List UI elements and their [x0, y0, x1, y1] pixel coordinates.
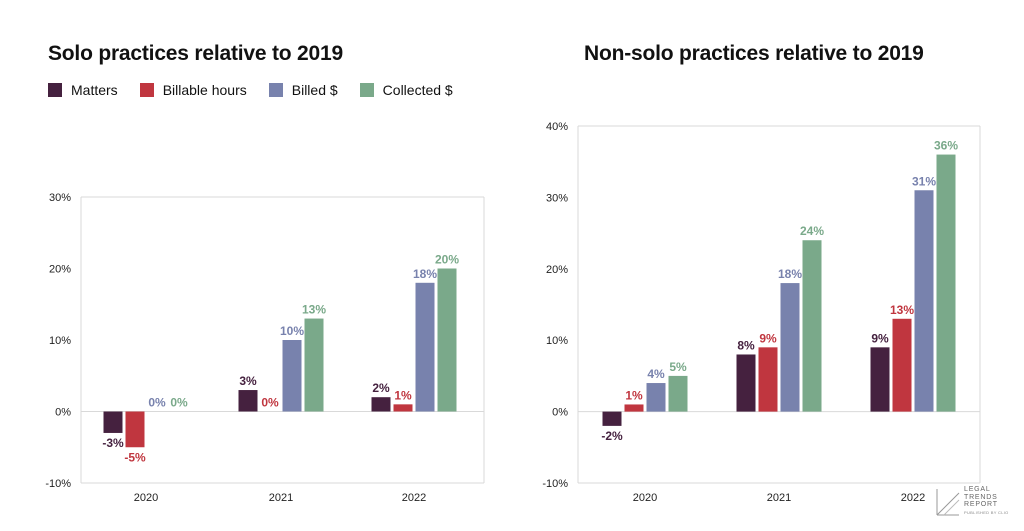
solo-data-label-billable-hours: 1%	[394, 388, 412, 402]
left-chart-title: Solo practices relative to 2019	[48, 42, 343, 65]
logo-mark-icon	[936, 489, 960, 516]
nonsolo-bar-billable-hours	[892, 318, 912, 412]
nonsolo-y-tick-label: 10%	[546, 335, 568, 347]
solo-y-tick-label: 10%	[49, 335, 71, 347]
solo-data-label-billed: 0%	[148, 396, 166, 410]
nonsolo-data-label-matters: 9%	[871, 331, 889, 345]
nonsolo-data-label-collected: 36%	[934, 139, 958, 153]
nonsolo-bar-matters	[870, 347, 890, 412]
nonsolo-bar-billed	[914, 190, 934, 412]
solo-x-tick-label: 2022	[402, 492, 426, 504]
nonsolo-x-tick-label: 2020	[633, 492, 657, 504]
solo-data-label-collected: 13%	[302, 303, 326, 317]
logo-subtitle: PUBLISHED BY CLIO	[964, 509, 1009, 515]
legend-swatch-billable-hours	[139, 83, 154, 97]
solo-data-label-matters: 2%	[372, 381, 390, 395]
nonsolo-data-label-billable-hours: 1%	[625, 388, 643, 402]
nonsolo-data-label-matters: 8%	[737, 338, 755, 352]
solo-bar-matters	[238, 390, 258, 412]
solo-bar-billed	[415, 282, 435, 412]
solo-x-tick-label: 2021	[269, 492, 293, 504]
legend: Matters Billable hours Billed $ Collecte…	[48, 82, 475, 98]
legend-swatch-billed	[268, 83, 283, 97]
solo-y-tick-label: 0%	[55, 407, 71, 419]
nonsolo-y-tick-label: 0%	[552, 407, 568, 419]
solo-y-tick-label: 20%	[49, 264, 71, 276]
nonsolo-data-label-collected: 5%	[669, 360, 687, 374]
legend-label-billable-hours: Billable hours	[162, 82, 247, 98]
solo-data-label-billable-hours: -5%	[124, 450, 146, 464]
nonsolo-y-tick-label: 40%	[546, 121, 568, 133]
legend-item-billed: Billed $	[268, 82, 338, 98]
solo-data-label-billed: 10%	[280, 324, 304, 338]
nonsolo-bar-billable-hours	[624, 404, 644, 412]
legend-label-collected: Collected $	[382, 82, 453, 98]
legend-item-collected: Collected $	[359, 82, 453, 98]
solo-bar-billable-hours	[125, 411, 145, 448]
nonsolo-bar-collected	[668, 375, 688, 412]
legend-swatch-matters	[48, 83, 62, 97]
legal-trends-report-logo: LEGAL TRENDS REPORT PUBLISHED BY CLIO	[936, 486, 1009, 516]
nonsolo-data-label-collected: 24%	[800, 224, 824, 238]
legend-label-billed: Billed $	[291, 82, 338, 98]
nonsolo-y-tick-label: 30%	[546, 192, 568, 204]
solo-data-label-collected: 0%	[170, 396, 188, 410]
nonsolo-bar-matters	[736, 354, 756, 412]
nonsolo-x-tick-label: 2022	[901, 492, 925, 504]
nonsolo-bar-billed	[780, 283, 800, 412]
solo-y-tick-label: -10%	[45, 478, 71, 490]
solo-bar-collected	[437, 268, 457, 412]
nonsolo-data-label-billed: 31%	[912, 174, 936, 188]
nonsolo-bar-billed	[646, 383, 666, 412]
nonsolo-data-label-billable-hours: 13%	[890, 303, 914, 317]
nonsolo-bar-matters	[602, 411, 622, 426]
legend-label-matters: Matters	[71, 82, 118, 98]
solo-data-label-collected: 20%	[435, 253, 459, 267]
solo-bar-collected	[304, 318, 324, 412]
legend-item-matters: Matters	[48, 82, 118, 98]
solo-x-tick-label: 2020	[134, 492, 158, 504]
solo-data-label-billed: 18%	[413, 267, 437, 281]
logo-line-1: LEGAL	[964, 486, 991, 493]
nonsolo-data-label-billed: 18%	[778, 267, 802, 281]
logo-text: LEGAL TRENDS REPORT PUBLISHED BY CLIO	[964, 486, 1009, 516]
solo-data-label-matters: 3%	[239, 374, 257, 388]
solo-data-label-billable-hours: 0%	[261, 396, 279, 410]
logo-line-2: TRENDS	[964, 493, 998, 501]
logo-line-3: REPORT	[964, 501, 998, 508]
solo-bar-billable-hours	[393, 404, 413, 412]
solo-data-label-matters: -3%	[102, 436, 124, 450]
nonsolo-bar-collected	[802, 240, 822, 412]
nonsolo-bar-collected	[936, 154, 956, 412]
solo-bar-billed	[282, 340, 302, 412]
solo-bar-matters	[371, 397, 391, 412]
right-chart-title: Non-solo practices relative to 2019	[584, 42, 924, 65]
nonsolo-data-label-billed: 4%	[647, 367, 665, 381]
solo-bar-matters	[103, 411, 123, 433]
nonsolo-bar-billable-hours	[758, 347, 778, 412]
nonsolo-x-tick-label: 2021	[767, 492, 791, 504]
nonsolo-y-tick-label: 20%	[546, 264, 568, 276]
legend-item-billable-hours: Billable hours	[139, 82, 247, 98]
nonsolo-data-label-matters: -2%	[601, 429, 623, 443]
nonsolo-data-label-billable-hours: 9%	[759, 331, 777, 345]
legend-swatch-collected	[359, 83, 374, 97]
nonsolo-y-tick-label: -10%	[542, 478, 568, 490]
solo-y-tick-label: 30%	[49, 192, 71, 204]
